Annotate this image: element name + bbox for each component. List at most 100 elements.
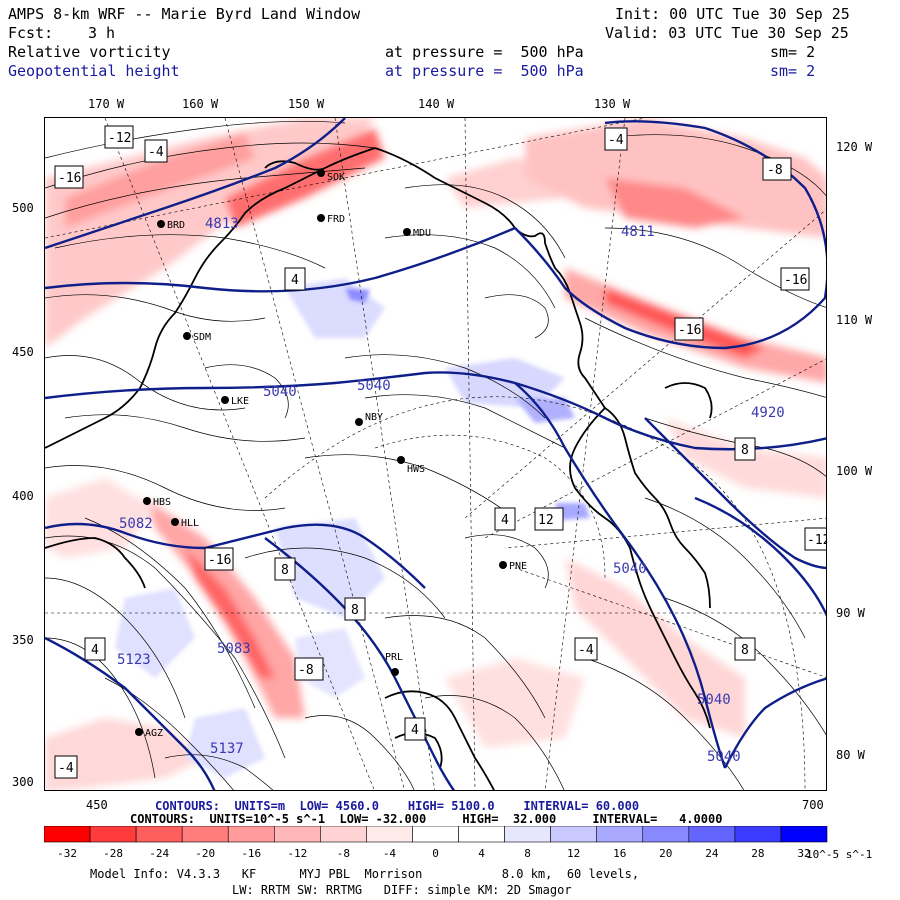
colorbar-label: 0 bbox=[432, 847, 439, 860]
station: HBS bbox=[143, 497, 171, 508]
colorbar-swatch bbox=[550, 826, 598, 843]
colorbar-swatch bbox=[227, 826, 275, 843]
vorticity-box: 8 bbox=[734, 637, 756, 661]
field1-name: Relative vorticity bbox=[8, 43, 171, 61]
colorbar-label: 4 bbox=[478, 847, 485, 860]
station-markers: BRD FRD MDU SDM LKE NBY HWS HBS HLL PNE … bbox=[135, 169, 527, 739]
vorticity-box: -16 bbox=[674, 317, 704, 341]
geopotential-height-contours bbox=[45, 118, 826, 790]
vorticity-label: 4 bbox=[501, 513, 509, 528]
height-label: 5137 bbox=[210, 741, 244, 757]
vorticity-box: 8 bbox=[274, 557, 296, 581]
colorbar-label: 28 bbox=[751, 847, 764, 860]
station-label: AGZ bbox=[145, 728, 163, 739]
right-lon-label: 80 W bbox=[836, 748, 865, 762]
vorticity-box: 12 bbox=[534, 507, 564, 531]
colorbar-label: -28 bbox=[103, 847, 123, 860]
vorticity-box: -12 bbox=[104, 125, 134, 149]
colorbar-label: -16 bbox=[241, 847, 261, 860]
top-lon-label: 140 W bbox=[418, 97, 455, 111]
colorbar-swatch bbox=[135, 826, 183, 843]
colorbar-swatch bbox=[44, 826, 91, 843]
field2-name: Geopotential height bbox=[8, 62, 180, 80]
colorbar-swatch bbox=[458, 826, 505, 843]
colorbar-label: 20 bbox=[659, 847, 672, 860]
colorbar-label: -32 bbox=[57, 847, 77, 860]
colorbar-label: 16 bbox=[613, 847, 626, 860]
vorticity-box: -8 bbox=[294, 657, 324, 681]
map-panel: 5040 5040 4920 5082 5123 5083 5137 5040 … bbox=[44, 117, 827, 791]
vorticity-box: -4 bbox=[144, 139, 168, 163]
map-svg: 5040 5040 4920 5082 5123 5083 5137 5040 … bbox=[45, 118, 827, 790]
vorticity-box: -16 bbox=[204, 547, 234, 571]
colorbar-label: -4 bbox=[383, 847, 397, 860]
model-info-physics: LW: RRTM SW: RRTMG DIFF: simple KM: 2D S… bbox=[232, 883, 572, 897]
vorticity-box: 8 bbox=[344, 597, 366, 621]
height-contour-info: CONTOURS: UNITS=m LOW= 4560.0 HIGH= 5100… bbox=[155, 799, 640, 813]
station: BRD bbox=[157, 220, 185, 231]
vorticity-box: 4 bbox=[404, 717, 426, 741]
vorticity-label: -12 bbox=[108, 131, 131, 146]
station: HWS bbox=[397, 456, 425, 475]
field2-level: at pressure = 500 hPa bbox=[385, 62, 584, 80]
left-tick-label: 300 bbox=[12, 775, 34, 789]
station-label: BRD bbox=[167, 220, 185, 231]
colorbar-boxes bbox=[44, 826, 828, 843]
colorbar-label: -20 bbox=[195, 847, 215, 860]
station-label: MDU bbox=[413, 228, 431, 239]
vorticity-labels: -12 -16 -4 4 8 -8 bbox=[54, 125, 827, 779]
field2-smoothing: sm= 2 bbox=[770, 62, 816, 80]
height-label: 5123 bbox=[117, 652, 151, 668]
vorticity-label: -4 bbox=[58, 761, 74, 776]
vorticity-label: -16 bbox=[58, 171, 81, 186]
colorbar-swatch bbox=[780, 826, 828, 843]
vorticity-label: -4 bbox=[608, 133, 624, 148]
station-label: SDM bbox=[193, 332, 211, 343]
forecast-hours: 3 h bbox=[88, 24, 116, 42]
vorticity-box: -4 bbox=[604, 127, 628, 151]
station-label: FRD bbox=[327, 214, 345, 225]
colorbar-label: 8 bbox=[524, 847, 531, 860]
vorticity-label: -8 bbox=[767, 163, 783, 178]
height-label: 4811 bbox=[621, 224, 655, 240]
model-info: Model Info: V4.3.3 KF MYJ PBL Morrison 8… bbox=[90, 867, 640, 881]
colorbar-swatch bbox=[596, 826, 644, 843]
vorticity-box: -4 bbox=[574, 637, 598, 661]
field1-smoothing: sm= 2 bbox=[770, 43, 816, 61]
vorticity-label: -16 bbox=[208, 553, 231, 568]
coastline bbox=[45, 147, 713, 790]
station: HLL bbox=[171, 518, 199, 529]
bottom-tick-label: 450 bbox=[86, 798, 108, 812]
top-lon-label: 170 W bbox=[88, 97, 125, 111]
vorticity-box: 8 bbox=[734, 437, 756, 461]
colorbar-swatch bbox=[734, 826, 782, 843]
field1-level: at pressure = 500 hPa bbox=[385, 43, 584, 61]
vorticity-box: -8 bbox=[762, 157, 792, 181]
station: LKE bbox=[221, 396, 249, 407]
colorbar-label: 32 bbox=[797, 847, 810, 860]
vorticity-label: -16 bbox=[784, 273, 807, 288]
top-lon-label: 160 W bbox=[182, 97, 219, 111]
vorticity-box: -16 bbox=[54, 165, 84, 189]
colorbar-labels: -32 -28 -24 -20 -16 -12 -8 -4 0 4 8 12 16 20 24 28 32 bbox=[57, 847, 811, 860]
colorbar-swatch bbox=[320, 826, 367, 843]
vorticity-label: -16 bbox=[678, 323, 701, 338]
init-time: Init: 00 UTC Tue 30 Sep 25 bbox=[615, 5, 850, 23]
vorticity-label: -12 bbox=[807, 533, 827, 548]
vorticity-box: 4 bbox=[494, 507, 516, 531]
vorticity-label: 4 bbox=[91, 643, 99, 658]
height-label: 5040 bbox=[613, 561, 647, 577]
station: PRL bbox=[385, 652, 403, 676]
height-label: 5040 bbox=[707, 749, 741, 765]
vorticity-contour-info: CONTOURS: UNITS=10^-5 s^-1 LOW= -32.000 … bbox=[130, 812, 723, 826]
station-label: PRL bbox=[385, 652, 403, 663]
vorticity-label: -4 bbox=[148, 145, 164, 160]
top-lon-label: 130 W bbox=[594, 97, 631, 111]
left-tick-label: 350 bbox=[12, 633, 34, 647]
left-tick-label: 450 bbox=[12, 345, 34, 359]
colorbar-swatch bbox=[642, 826, 690, 843]
station-label: LKE bbox=[231, 396, 249, 407]
colorbar-swatch bbox=[688, 826, 736, 843]
station: AGZ bbox=[135, 728, 163, 739]
right-lon-label: 110 W bbox=[836, 313, 873, 327]
